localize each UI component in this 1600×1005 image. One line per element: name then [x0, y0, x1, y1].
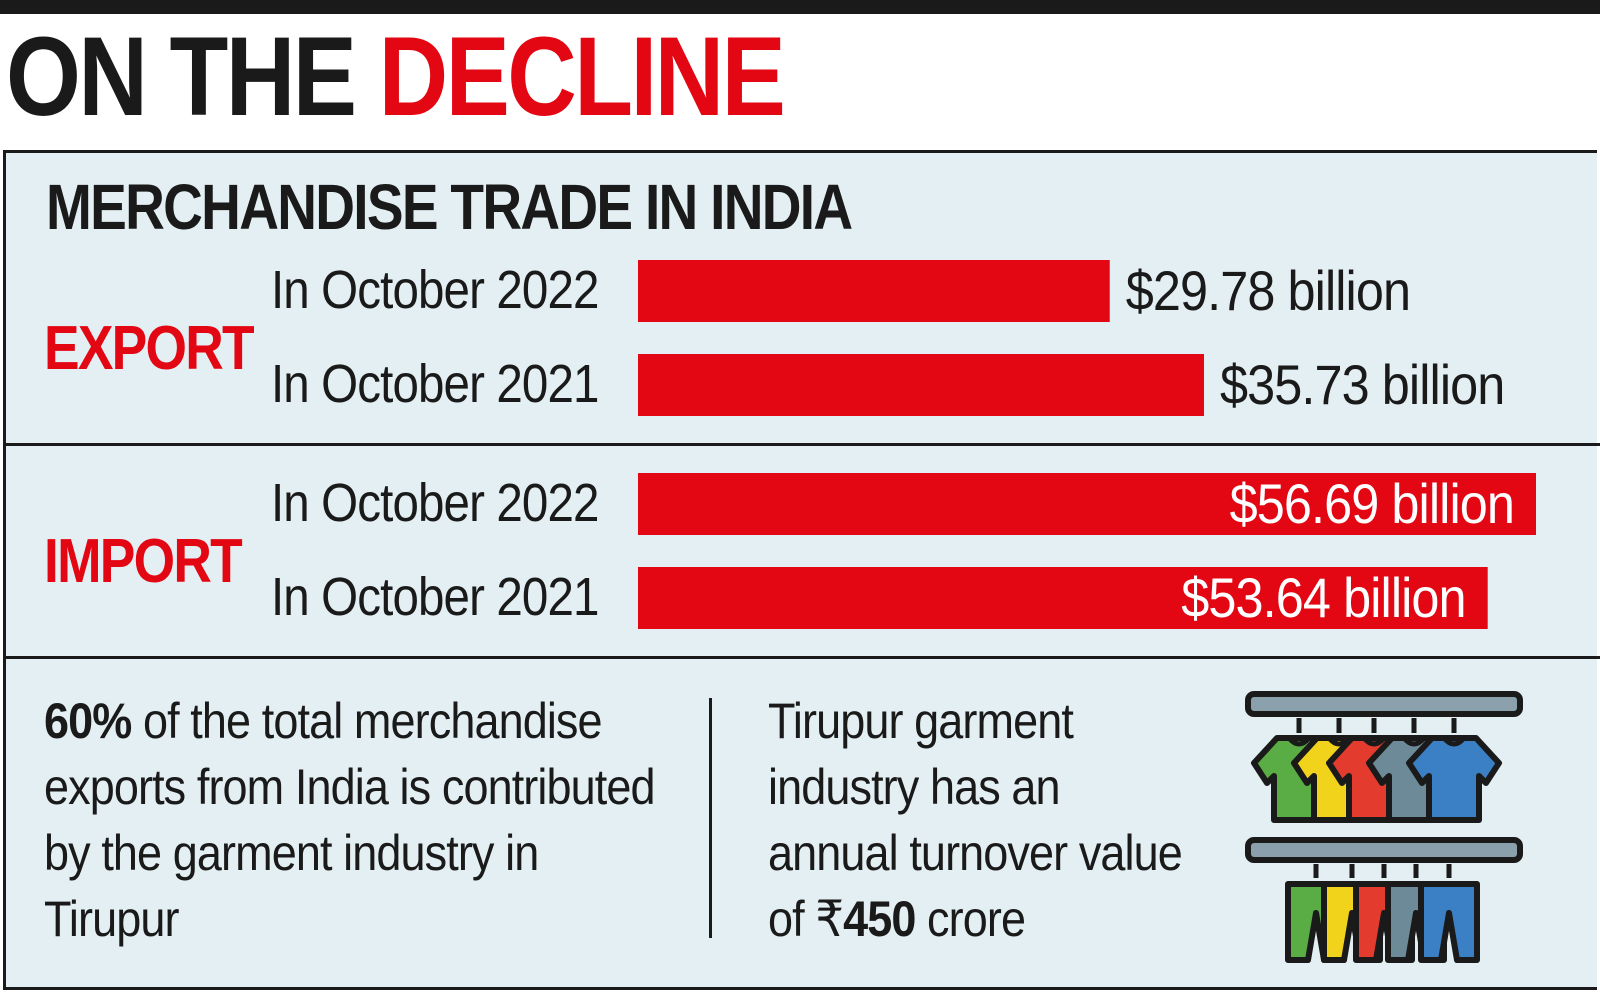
- info-panel: MERCHANDISE TRADE IN INDIA EXPORT In Octo…: [3, 150, 1600, 990]
- clothes-rack-icon: [1245, 691, 1523, 963]
- turnover-text: Tirupur garment industry has an annual t…: [768, 693, 1183, 947]
- bar-import-2022: [638, 473, 1536, 535]
- category-label-export-2022: In October 2022: [271, 259, 599, 320]
- headline: ON THE DECLINE: [6, 21, 786, 133]
- bar-import-2021: [638, 567, 1488, 629]
- value-label-export-2022: $29.78 billion: [1126, 261, 1410, 323]
- notes-divider: [709, 698, 712, 938]
- category-label-import-2022: In October 2022: [271, 472, 599, 533]
- turnover-value: 450: [843, 891, 916, 947]
- value-label-import-2021: $53.64 billion: [1181, 568, 1465, 630]
- category-label-export-2021: In October 2021: [271, 353, 599, 414]
- group-label-export: EXPORT: [44, 314, 254, 383]
- chart-title: MERCHANDISE TRADE IN INDIA: [46, 171, 853, 243]
- bar-export-2022: [638, 260, 1110, 322]
- top-rule: [0, 0, 1600, 14]
- section-divider-export-import: [6, 443, 1600, 446]
- trade-bar-chart: EXPORT In October 2022 $29.78 billion In Oc…: [44, 259, 1536, 630]
- tirupur-turnover-note: Tirupur garment industry has an annual t…: [768, 688, 1191, 952]
- export-share-text: of the total merchandise exports from In…: [44, 693, 656, 947]
- category-label-import-2021: In October 2021: [271, 566, 599, 627]
- value-label-export-2021: $35.73 billion: [1220, 355, 1504, 417]
- headline-part2: DECLINE: [378, 14, 786, 139]
- export-share-value: 60%: [44, 693, 132, 749]
- group-label-import: IMPORT: [44, 527, 242, 596]
- tirupur-export-share-note: 60% of the total merchandise exports fro…: [44, 688, 665, 952]
- turnover-suffix: crore: [915, 891, 1026, 947]
- section-divider-notes: [6, 656, 1600, 659]
- value-label-import-2022: $56.69 billion: [1230, 474, 1514, 536]
- bar-export-2021: [638, 354, 1204, 416]
- headline-part1: ON THE: [6, 14, 357, 139]
